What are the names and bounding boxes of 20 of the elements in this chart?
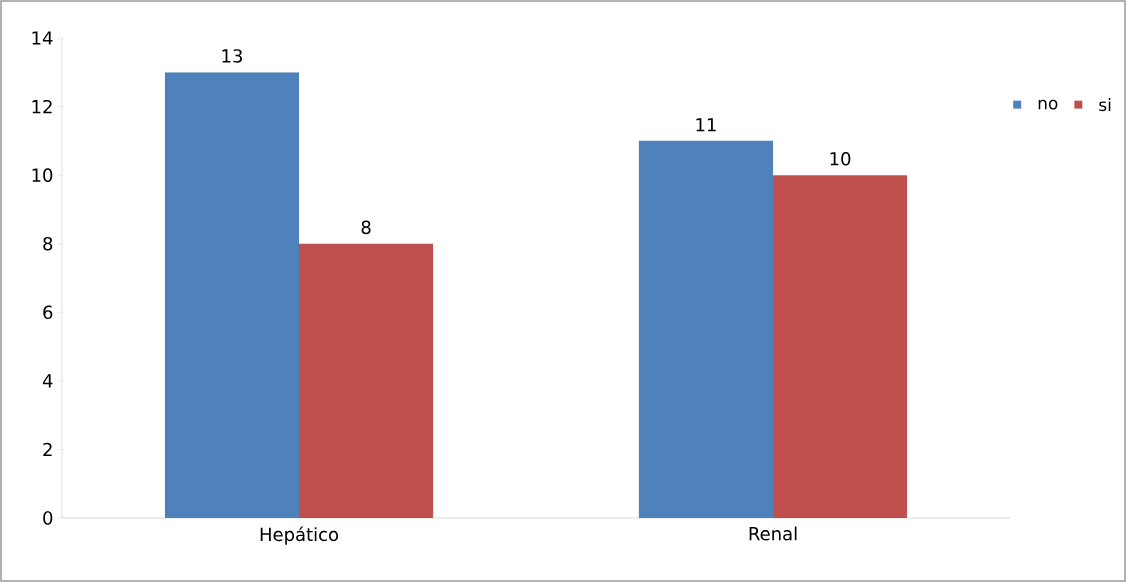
y-tick-label: 4 <box>42 374 53 388</box>
data-label: 11 <box>696 118 716 132</box>
y-tick-label: 0 <box>43 511 53 525</box>
y-tick-label: 8 <box>43 236 53 251</box>
x-tick-label: Renal <box>749 526 797 541</box>
legend-label: si <box>1099 97 1111 112</box>
y-tick-label: 2 <box>43 442 52 457</box>
data-label: 13 <box>222 49 242 63</box>
bar <box>299 243 434 518</box>
y-tick-label: 6 <box>43 305 53 320</box>
y-tick-label: 14 <box>32 31 53 45</box>
bar <box>773 175 908 518</box>
legend-label: no <box>1038 99 1058 110</box>
bar <box>164 72 300 518</box>
data-label: 8 <box>361 220 371 235</box>
y-tick-label: 12 <box>32 99 52 114</box>
y-tick-label: 10 <box>32 168 53 182</box>
bar <box>638 140 774 518</box>
data-label: 10 <box>830 151 851 166</box>
x-tick-label: Hepático <box>260 526 339 545</box>
